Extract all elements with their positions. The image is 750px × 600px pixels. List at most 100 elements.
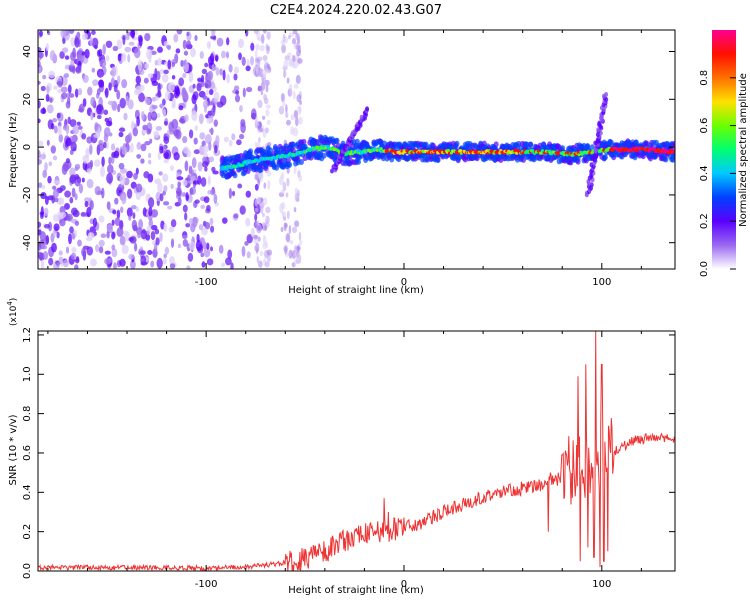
spectrogram-noise-cell	[245, 65, 251, 72]
spectrogram-band-cell	[290, 114, 295, 121]
spectrogram-noise-cell	[196, 233, 200, 243]
spectrogram-noise-cell	[201, 228, 208, 236]
spectrogram-noise-cell	[176, 30, 183, 35]
spectrogram-noise-cell	[182, 238, 188, 247]
spectrogram-noise-cell	[74, 163, 81, 170]
spectrogram-ridge-halo	[268, 147, 274, 154]
spectrogram-band-cell	[292, 30, 298, 35]
spectrogram-noise-cell	[64, 190, 71, 198]
spectrogram-noise-cell	[50, 123, 55, 130]
spectrogram-noise-cell	[231, 133, 236, 141]
spectrogram-noise-cell	[128, 215, 132, 221]
spectrogram-noise-cell	[121, 146, 128, 156]
spectrogram-noise-cell	[177, 181, 182, 188]
spectrogram-noise-cell	[199, 51, 204, 59]
spectrogram-noise-cell	[46, 139, 50, 146]
spectrogram-band-cell	[294, 245, 298, 252]
spectrogram-noise-cell	[163, 185, 168, 193]
spectrogram-noise-cell	[142, 207, 147, 217]
spectrogram-band-cell	[254, 141, 258, 148]
spectrogram-noise-cell	[130, 181, 137, 189]
spectrogram-noise-cell	[101, 187, 105, 199]
spectrogram-noise-cell	[63, 73, 70, 78]
spectrogram-noise-cell	[117, 183, 125, 191]
spectrogram-noise-cell	[250, 108, 257, 119]
colorbar-label: Normalized spectral amplitude	[738, 73, 749, 227]
spectrogram-band-cell	[260, 90, 264, 96]
snr-panel: -100 0 100 0.0 0.2 0.4 0.6 0.8 1.0 1.2 Height of …	[6, 298, 676, 596]
spectrogram-noise-cell	[59, 205, 66, 214]
spectrogram-noise-cell	[207, 175, 211, 186]
snr-y-tick-label: 1.2	[22, 327, 33, 343]
spectrogram-noise-cell	[130, 142, 134, 153]
spectrogram-noise-cell	[108, 156, 112, 165]
spectrogram-noise-cell	[101, 156, 105, 167]
spectrogram-noise-cell	[127, 133, 132, 143]
spectrogram-noise-cell	[107, 100, 115, 106]
spectrogram-noise-cell	[90, 96, 96, 107]
spectrogram-noise-cell	[177, 243, 182, 249]
spectrogram-noise-cell	[52, 229, 56, 239]
spectrogram-noise-cell	[65, 158, 71, 164]
spectrogram-noise-cell	[208, 101, 214, 106]
spectrogram-band-cell	[257, 56, 263, 62]
spectrogram-band-cell	[298, 116, 303, 125]
spectrogram-ridge-halo	[435, 157, 441, 164]
spectrogram-noise-cell	[52, 213, 60, 222]
spectrogram-noise-cell	[191, 110, 198, 122]
spectrogram-noise-cell	[191, 94, 197, 105]
spectrogram-band-cell	[265, 43, 269, 50]
spectrogram-noise-cell	[59, 51, 65, 59]
spectrogram-noise-cell	[211, 64, 215, 72]
spectrogram-noise-cell	[132, 127, 139, 137]
spectrogram-noise-cell	[239, 133, 245, 140]
spectrogram-noise-cell	[98, 246, 104, 254]
spectrogram-noise-cell	[45, 43, 49, 52]
spectrogram-noise-cell	[51, 242, 57, 253]
spectrogram-noise-cell	[103, 133, 109, 143]
spectrogram-noise-cell	[148, 197, 155, 208]
spectrogram-noise-cell	[167, 59, 172, 70]
spectrogram-noise-cell	[186, 265, 191, 269]
spectrogram-noise-cell	[148, 159, 152, 165]
spectrogram-band-cell	[289, 239, 294, 245]
spectrogram-noise-cell	[104, 87, 109, 98]
spectrogram-noise-cell	[151, 80, 159, 87]
spectrogram-noise-cell	[118, 131, 124, 138]
spectrogram-noise-cell	[151, 104, 158, 110]
spectrogram-noise-cell	[121, 244, 129, 255]
spectrogram-noise-cell	[206, 242, 210, 250]
spectrogram-band-cell	[265, 85, 269, 93]
spectrogram-noise-cell	[68, 93, 75, 98]
spectrogram-noise-cell	[168, 128, 174, 135]
colorbar-ticks: 0.0 0.2 0.4 0.6 0.8	[699, 70, 736, 277]
spectrogram-noise-cell	[182, 204, 188, 213]
spectrogram-noise-cell	[226, 73, 231, 84]
spectrogram-noise-cell	[65, 213, 73, 222]
spectrogram-y-tick-label: 0	[22, 144, 33, 150]
spectrogram-noise-cell	[168, 226, 175, 233]
spectrogram-x-axis-label: Height of straight line (km)	[288, 285, 424, 296]
spectrogram-ridge-core	[225, 167, 229, 171]
spectrogram-noise-cell	[144, 140, 151, 146]
spectrogram-noise-cell	[113, 262, 117, 269]
spectrogram-noise-cell	[138, 92, 145, 103]
spectrogram-noise-cell	[169, 263, 176, 269]
spectrogram-noise-cell	[142, 124, 148, 131]
spectrogram-noise-cell	[181, 234, 188, 240]
spectrogram-noise-cell	[114, 197, 119, 205]
spectrogram-noise-cell	[116, 39, 123, 50]
spectrogram-noise-cell	[60, 30, 67, 38]
spectrogram-noise-cell	[138, 219, 144, 230]
spectrogram-noise-cell	[144, 33, 151, 42]
spectrogram-frame	[37, 29, 676, 270]
spectrogram-noise-cell	[70, 252, 77, 260]
spectrogram-noise-cell	[38, 182, 43, 189]
snr-x-tick-label: -100	[195, 579, 218, 590]
spectrogram-noise-cell	[219, 68, 223, 76]
spectrogram-band-cell	[257, 236, 261, 242]
spectrogram-noise-cell	[238, 52, 242, 61]
spectrogram-noise-cell	[72, 125, 80, 135]
spectrogram-noise-cell	[48, 161, 53, 167]
snr-y-tick-label: 0.4	[22, 484, 33, 500]
